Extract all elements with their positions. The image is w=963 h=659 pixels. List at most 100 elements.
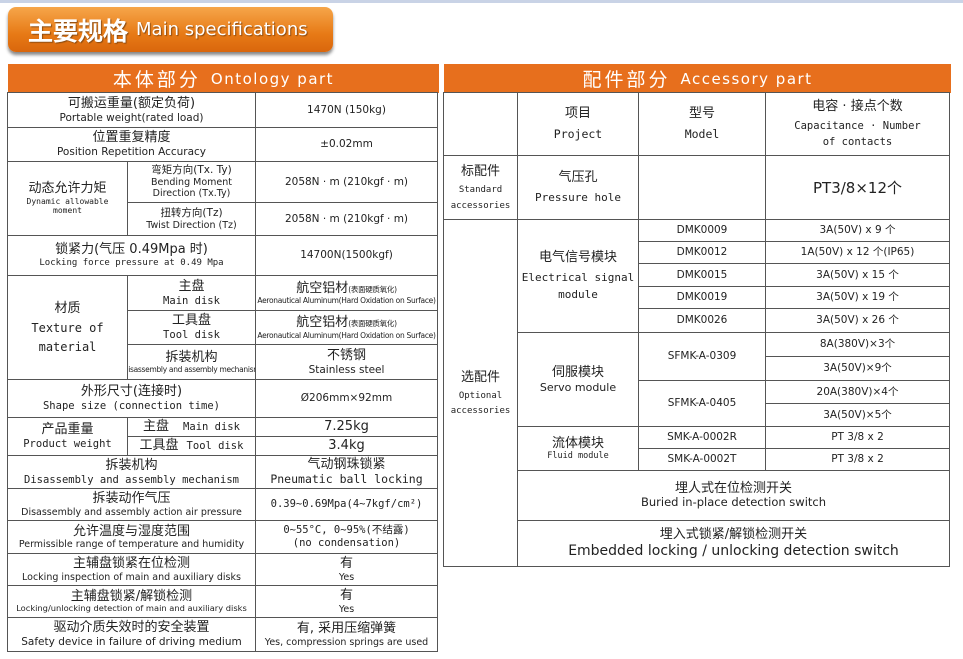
- spec-value: 3.4kg: [255, 436, 438, 456]
- cell-text: Aeronautical Aluminum(Hard Oxidation on …: [257, 330, 436, 340]
- pressure-hole-value: PT3/8×12个: [765, 155, 950, 220]
- spec-label: 允许温度与湿度范围 Permissible range of temperatur…: [7, 520, 256, 554]
- pressure-hole-item: 气压孔 Pressure hole: [517, 155, 639, 220]
- accessory-header-en: Accessory part: [680, 69, 813, 88]
- top-border: [0, 0, 963, 3]
- cell-text: 扭转方向(Tz): [160, 207, 223, 219]
- column-header-blank: [443, 92, 518, 156]
- cell-text: Stainless steel: [308, 363, 385, 376]
- cell-text: 2058N · m (210kgf · m): [284, 175, 409, 188]
- embedded-detection-switch: 埋入式锁紧/解锁检测开关 Embedded locking / unlocking…: [517, 520, 950, 567]
- capacitance-cell: 20A(380V)×4个: [765, 380, 950, 404]
- cell-text: Buried in-place detection switch: [640, 495, 827, 510]
- cell-text: Product weight: [23, 438, 112, 450]
- spec-value: 有 Yes: [255, 585, 438, 618]
- cell-text: accessories: [450, 200, 511, 211]
- spec-value: 2058N · m (210kgf · m): [255, 161, 438, 203]
- cell-text: 主盘: [143, 419, 170, 435]
- cell-text: 埋人式在位检测开关: [674, 480, 792, 496]
- cell-text: Tool disk: [163, 329, 220, 341]
- cell-text: 伺服模块: [551, 365, 604, 381]
- capacitance-cell: 8A(380V)×3个: [765, 332, 950, 357]
- fluid-module: 流体模块 Fluid module: [517, 426, 639, 471]
- cell-text: 材质: [54, 301, 81, 317]
- cell-text: (表面硬质氧化): [348, 284, 397, 294]
- cell-text: Main disk: [163, 294, 220, 307]
- spec-value: 0~55°C, 0~95%(不结露) (no condensation): [255, 520, 438, 554]
- optional-accessories-label: 选配件 Optional accessories: [443, 219, 518, 567]
- spec-label: 主辅盘锁紧在位检测 Locking inspection of main and …: [7, 553, 256, 586]
- capacitance-cell: 3A(50V) x 9 个: [765, 219, 950, 242]
- spec-value: 航空铝材(表面硬质氧化) Aeronautical Aluminum(Hard O…: [255, 275, 438, 311]
- capacitance-cell: 3A(50V) x 15 个: [765, 263, 950, 287]
- cell-text: 航空铝材: [296, 280, 349, 296]
- cell-text: 7.25kg: [324, 419, 369, 435]
- capacitance-cell: 3A(50V) x 19 个: [765, 286, 950, 309]
- cell-text: 0~55°C, 0~95%(不结露): [283, 524, 410, 537]
- spec-label: 驱动介质失效时的安全装置 Safety device in failure of …: [7, 617, 256, 652]
- cell-text: Permissible range of temperature and hum…: [18, 539, 245, 551]
- cell-text: Pressure hole: [534, 191, 622, 205]
- model-cell: SFMK-A-0405: [638, 380, 766, 427]
- cell-text: 有: [339, 556, 353, 571]
- cell-text: (表面硬质氧化): [348, 319, 397, 329]
- cell-text: Yes, compression springs are used: [264, 636, 429, 648]
- cell-text: Portable weight(rated load): [59, 111, 204, 124]
- cell-text: Fluid module: [547, 451, 609, 462]
- section-title-banner: 主要规格 Main specifications: [8, 7, 333, 52]
- cell-text: Yes: [338, 603, 355, 615]
- cell-text: Tool disk: [186, 439, 244, 452]
- spec-value: 0.39~0.69Mpa(4~7kgf/cm²): [255, 488, 438, 521]
- spec-value: 航空铝材(表面硬质氧化) Aeronautical Aluminum(Hard O…: [255, 310, 438, 345]
- pressure-hole-model: [638, 155, 766, 220]
- cell-text: 电气信号模块: [538, 250, 617, 265]
- cell-text: Shape size (connection time): [42, 400, 220, 412]
- cell-text: 流体模块: [551, 435, 604, 451]
- cell-text: 工具盘: [171, 313, 211, 329]
- electrical-signal-module: 电气信号模块 Electrical signal module: [517, 219, 639, 333]
- cell-text: 锁紧力(气压 0.49Mpa 时): [55, 242, 208, 258]
- cell-text: Embedded locking / unlocking detection s…: [568, 542, 899, 559]
- accessory-header-zh: 配件部分: [582, 69, 671, 91]
- cell-text: 电容 · 接点个数: [812, 98, 903, 114]
- cell-text: Pneumatic ball locking: [270, 471, 423, 486]
- cell-text: 主辅盘锁紧/解锁检测: [70, 588, 193, 604]
- cell-text: 工具盘: [139, 438, 179, 454]
- cell-text: 可搬运重量(额定负荷): [67, 95, 196, 111]
- spec-sublabel: 扭转方向(Tz) Twist Direction (Tz): [127, 202, 256, 236]
- cell-text: 不锈钢: [326, 347, 366, 363]
- model-cell: SMK-A-0002T: [638, 448, 766, 471]
- accessory-header: 配件部分 Accessory part: [444, 64, 951, 93]
- column-header-capacitance: 电容 · 接点个数 Capacitance · Number of contacts: [765, 92, 950, 156]
- cell-text: 2058N · m (210kgf · m): [284, 212, 409, 225]
- cell-text: Ø206mm×92mm: [300, 392, 393, 405]
- cell-text: 0.39~0.69Mpa(4~7kgf/cm²): [270, 498, 423, 511]
- spec-label: 产品重量 Product weight: [7, 417, 128, 456]
- cell-text: 航空铝材: [296, 315, 349, 331]
- cell-text: Disassembly and assembly mechanism: [24, 473, 239, 486]
- cell-text: Locking/unlocking detection of main and …: [16, 603, 247, 614]
- ontology-header: 本体部分 Ontology part: [8, 64, 439, 93]
- ontology-header-en: Ontology part: [210, 69, 335, 88]
- spec-value: Ø206mm×92mm: [255, 379, 438, 418]
- model-cell: DMK0012: [638, 241, 766, 264]
- spec-sublabel: 拆装机构 Disassembly and assembly mechanism: [127, 344, 256, 380]
- spec-sublabel: 主盘 Main disk: [127, 275, 256, 311]
- cell-text: 允许温度与湿度范围: [72, 523, 190, 539]
- cell-text: Bending Moment: [151, 176, 232, 188]
- servo-module: 伺服模块 Servo module: [517, 332, 639, 427]
- cell-text: ±0.02mm: [320, 138, 373, 151]
- cell-text: 动态允许力矩: [28, 181, 107, 197]
- cell-text: 1470N (150kg): [307, 103, 386, 116]
- cell-text: 外形尺寸(连接时): [80, 384, 183, 400]
- model-cell: SFMK-A-0309: [638, 332, 766, 381]
- cell-text: 产品重量: [41, 422, 94, 438]
- spec-label: 材质 Texture of material: [7, 275, 128, 380]
- model-cell: SMK-A-0002R: [638, 426, 766, 449]
- cell-text: Locking force pressure at 0.49 Mpa: [39, 257, 224, 268]
- spec-sublabel: 弯矩方向(Tx. Ty) Bending Moment Direction (Tx.…: [127, 161, 256, 203]
- capacitance-cell: 3A(50V)×9个: [765, 356, 950, 381]
- cell-text: of contacts: [822, 136, 893, 149]
- spec-value: 1470N (150kg): [255, 92, 438, 128]
- cell-text: 有, 采用压缩弹簧: [296, 621, 397, 636]
